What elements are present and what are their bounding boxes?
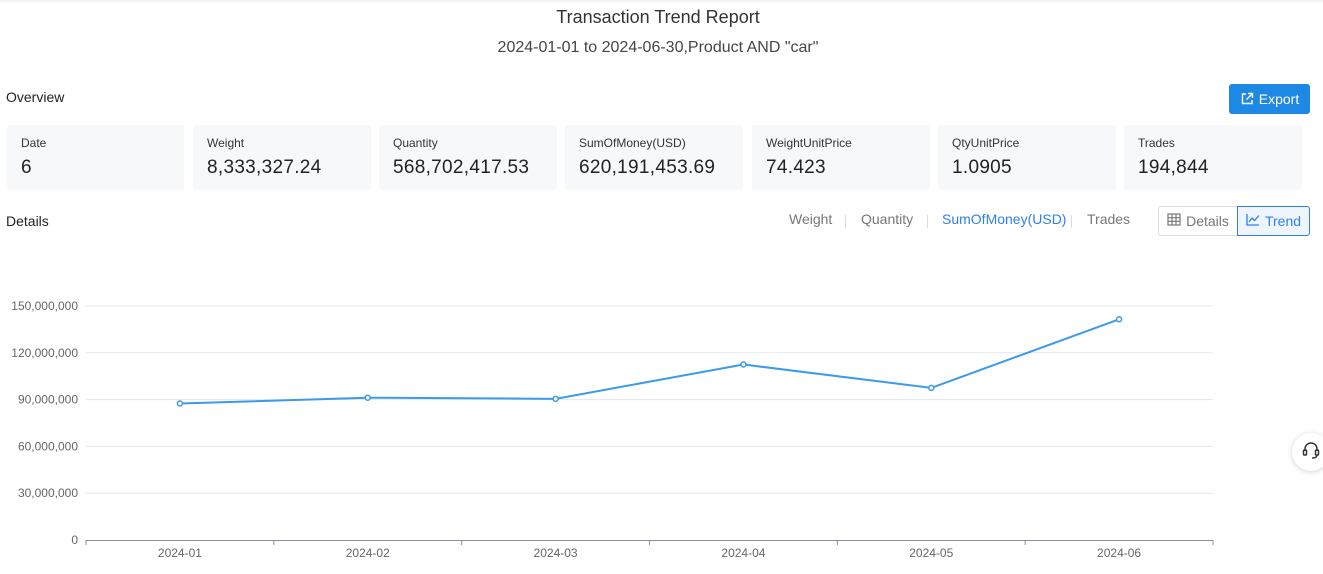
stat-value: 194,844 xyxy=(1138,157,1209,178)
y-tick-label: 90,000,000 xyxy=(18,393,78,407)
tab-quantity[interactable]: Quantity xyxy=(861,211,914,227)
tab-trades[interactable]: Trades xyxy=(1087,211,1131,227)
stat-label: Quantity xyxy=(393,136,438,150)
data-point xyxy=(1115,316,1123,323)
stat-label: Date xyxy=(21,136,47,150)
chart-series xyxy=(176,316,1123,407)
data-point xyxy=(552,395,559,403)
y-tick-label: 150,000,000 xyxy=(11,299,78,313)
data-point xyxy=(176,400,184,407)
line-chart-icon xyxy=(1246,213,1260,229)
stat-value: 6 xyxy=(21,157,32,178)
stat-card-weight-unit-price: WeightUnitPrice 74.423 xyxy=(752,125,930,190)
top-bar-shadow xyxy=(0,0,1323,4)
customer-support-button[interactable] xyxy=(1292,433,1323,471)
x-tick-label: 2024-06 xyxy=(1097,546,1141,560)
overview-stats: Date 6 Weight 8,333,327.24 Quantity 568,… xyxy=(7,125,1310,190)
x-tick-label: 2024-03 xyxy=(534,546,578,560)
data-point xyxy=(740,361,747,368)
data-point xyxy=(928,384,935,392)
details-view-button[interactable]: Details xyxy=(1158,206,1238,236)
tab-divider xyxy=(927,215,928,228)
y-tick-label: 120,000,000 xyxy=(11,346,78,360)
x-tick-label: 2024-01 xyxy=(158,546,202,560)
series-line xyxy=(179,318,1120,405)
tab-sum-of-money[interactable]: SumOfMoney(USD) xyxy=(942,211,1067,227)
stat-value: 620,191,453.69 xyxy=(579,157,716,178)
export-label: Export xyxy=(1258,91,1300,107)
stat-label: Trades xyxy=(1138,136,1175,150)
x-tick-label: 2024-02 xyxy=(346,546,390,560)
stat-value: 1.0905 xyxy=(952,157,1012,178)
trend-line-chart: 0 30,000,000 60,000,000 90,000,000 120,000,0… xyxy=(11,299,1214,560)
details-view-label: Details xyxy=(1186,213,1229,229)
trend-view-label: Trend xyxy=(1264,213,1302,229)
stat-label: WeightUnitPrice xyxy=(766,136,852,150)
y-tick-label: 30,000,000 xyxy=(18,486,78,500)
stat-value: 568,702,417.53 xyxy=(393,157,530,178)
data-point xyxy=(364,394,371,401)
stat-card-weight: Weight 8,333,327.24 xyxy=(193,125,371,190)
tab-divider xyxy=(845,215,846,228)
y-tick-label: 60,000,000 xyxy=(18,439,78,453)
x-axis: 2024-01 2024-02 2024-03 2024-04 2024-05 2024-… xyxy=(85,540,1214,560)
stat-card-trades: Trades 194,844 xyxy=(1124,125,1302,190)
report-subtitle: 2024-01-01 to 2024-06-30,Product AND "ca… xyxy=(497,39,819,56)
stat-card-quantity: Quantity 568,702,417.53 xyxy=(379,125,557,190)
stat-card-qty-unit-price: QtyUnitPrice 1.0905 xyxy=(938,125,1116,190)
y-axis-ticks: 0 30,000,000 60,000,000 90,000,000 120,000,0… xyxy=(11,299,78,547)
x-tick-label: 2024-05 xyxy=(909,546,953,560)
stat-value: 74.423 xyxy=(766,157,826,178)
stat-label: SumOfMoney(USD) xyxy=(579,136,686,150)
stat-card-date: Date 6 xyxy=(7,125,184,190)
table-icon xyxy=(1167,213,1181,229)
y-tick-label: 0 xyxy=(71,533,78,547)
stat-value: 8,333,327.24 xyxy=(207,157,322,178)
chart-grid xyxy=(86,305,1213,494)
stat-card-sum-of-money: SumOfMoney(USD) 620,191,453.69 xyxy=(565,125,743,190)
tab-divider xyxy=(1071,215,1072,228)
details-label: Details xyxy=(6,213,49,229)
report-title: Transaction Trend Report xyxy=(556,7,760,27)
x-tick-label: 2024-04 xyxy=(721,546,765,560)
stat-label: QtyUnitPrice xyxy=(952,136,1020,150)
tab-weight[interactable]: Weight xyxy=(789,211,833,227)
stat-label: Weight xyxy=(207,136,245,150)
headset-icon xyxy=(1301,440,1321,465)
overview-label: Overview xyxy=(6,89,65,105)
export-button[interactable]: Export xyxy=(1229,84,1310,114)
view-toggle: Details Trend xyxy=(1158,206,1310,236)
external-link-icon xyxy=(1240,92,1254,106)
trend-view-button[interactable]: Trend xyxy=(1237,206,1310,236)
